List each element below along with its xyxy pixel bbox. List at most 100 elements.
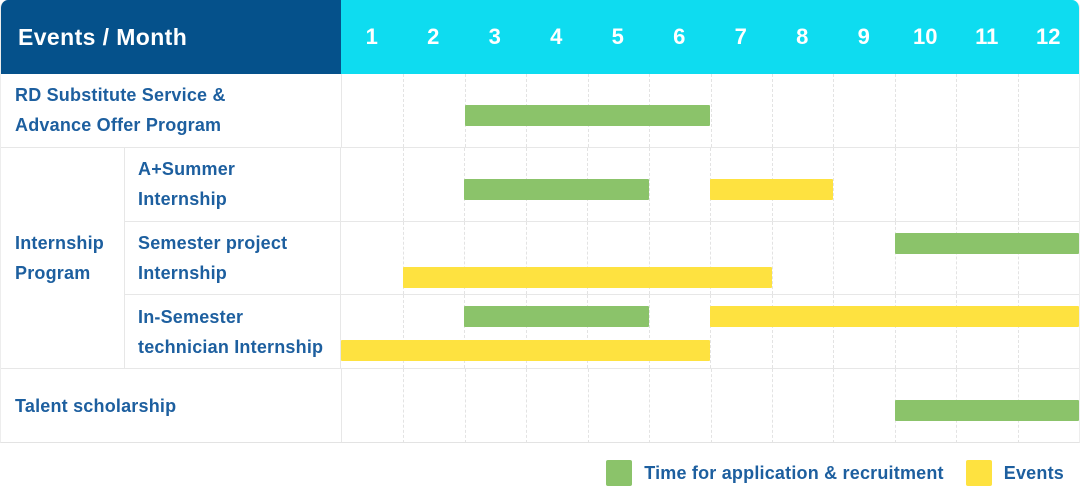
chart-cell-a-plus-summer <box>340 147 1079 221</box>
row-label-semester-project: Semester project Internship <box>125 222 340 295</box>
month-gridline <box>771 221 773 295</box>
table-header-row: Events / Month 1 2 3 4 5 6 7 8 9 10 11 12 <box>1 0 1079 74</box>
row-label-talent-scholarship: Talent scholarship <box>1 369 341 442</box>
chart-cell-semester-project <box>340 221 1079 295</box>
month-gridline <box>894 147 896 221</box>
month-gridline <box>1017 147 1019 221</box>
month-gridline <box>649 369 651 442</box>
month-gridline <box>1017 74 1019 147</box>
yellow-gantt-bar <box>710 306 1079 328</box>
schedule-table: Events / Month 1 2 3 4 5 6 7 8 9 10 11 12 RD Substi… <box>0 0 1080 443</box>
month-gridline <box>525 295 527 369</box>
month-gridline <box>587 369 589 442</box>
label-line: Semester project <box>138 232 288 253</box>
label-line: In-Semester <box>138 306 244 327</box>
green-gantt-bar <box>464 105 711 126</box>
month-gridline <box>771 74 773 147</box>
label-line: Talent scholarship <box>15 396 177 417</box>
row-label-a-plus-summer: A+Summer Internship <box>125 148 340 221</box>
month-gridline <box>710 221 711 295</box>
month-gridline <box>833 369 835 442</box>
label-line: technician Internship <box>138 336 324 357</box>
month-label: 9 <box>857 24 870 49</box>
month-gridline <box>956 147 957 221</box>
label-line: Internship <box>138 189 228 210</box>
month-gridline <box>833 74 835 147</box>
month-gridline <box>833 147 834 221</box>
green-gantt-bar <box>894 232 1079 254</box>
month-gridline <box>956 295 957 369</box>
month-header-strip: 1 2 3 4 5 6 7 8 9 10 11 12 <box>341 0 1079 74</box>
month-gridline <box>402 147 404 221</box>
legend-label-application-recruitment: Time for application & recruitment <box>644 462 944 483</box>
group-label-internship-program: Internship Program <box>1 147 125 369</box>
month-gridline <box>648 295 650 369</box>
chart-cell-in-semester-technician <box>340 295 1079 369</box>
row-talent-scholarship: Talent scholarship <box>1 369 1079 442</box>
month-label: 10 <box>913 24 938 49</box>
month-gridline <box>648 147 650 221</box>
label-line: RD Substitute Service & <box>15 85 226 106</box>
yellow-gantt-bar <box>341 340 710 362</box>
month-gridline <box>894 295 896 369</box>
header-title: Events / Month <box>1 0 341 74</box>
month-gridline <box>402 221 404 295</box>
yellow-gantt-bar <box>710 178 833 200</box>
green-gantt-bar <box>464 178 649 200</box>
month-label: 6 <box>673 24 686 49</box>
yellow-swatch-icon <box>965 460 992 486</box>
label-line: Advance Offer Program <box>15 115 222 136</box>
month-gridline <box>771 369 773 442</box>
month-label: 4 <box>550 24 563 49</box>
month-gridline <box>833 221 834 295</box>
month-gridline <box>464 221 465 295</box>
month-label: 11 <box>975 24 999 49</box>
month-gridline <box>833 295 834 369</box>
month-label: 8 <box>796 24 809 49</box>
month-gridline <box>464 369 466 442</box>
month-gridline <box>894 74 896 147</box>
month-gridline <box>1017 295 1019 369</box>
month-gridline <box>525 221 527 295</box>
row-rd-substitute: RD Substitute Service & Advance Offer Pro… <box>1 74 1079 148</box>
month-gridline <box>956 221 957 295</box>
month-gridline <box>710 369 712 442</box>
row-label-in-semester-technician: In-Semester technician Internship <box>125 295 340 368</box>
yellow-gantt-bar <box>402 266 772 288</box>
month-gridline <box>894 221 896 295</box>
month-gridline <box>587 221 588 295</box>
month-label: 2 <box>427 24 440 49</box>
month-gridline <box>710 74 712 147</box>
month-gridline <box>1017 221 1019 295</box>
green-swatch-icon <box>606 460 633 486</box>
month-label: 1 <box>365 24 378 49</box>
row-a-plus-summer: A+Summer Internship <box>125 147 1079 222</box>
label-line: A+Summer <box>138 159 236 180</box>
legend-label-events: Events <box>1003 462 1064 483</box>
group-internship-program: Internship Program A+Summer Internship Sem… <box>1 147 1079 370</box>
month-gridline <box>402 295 404 369</box>
label-line: Program <box>15 262 91 283</box>
row-semester-project: Semester project Internship <box>125 221 1079 296</box>
month-gridline <box>648 221 650 295</box>
month-label: 3 <box>488 24 501 49</box>
month-gridline <box>403 74 405 147</box>
month-gridline <box>587 295 588 369</box>
month-label: 5 <box>611 24 624 49</box>
month-gridline <box>710 295 711 369</box>
legend: Time for application & recruitment Event… <box>606 457 1064 489</box>
legend-item-events: Events <box>965 460 1064 486</box>
row-label-rd-substitute: RD Substitute Service & Advance Offer Pro… <box>1 74 341 147</box>
label-line: Internship <box>138 262 228 283</box>
row-in-semester-technician: In-Semester technician Internship <box>125 295 1079 369</box>
month-gridline <box>771 295 773 369</box>
label-line: Internship <box>15 232 105 253</box>
month-gridline <box>403 369 405 442</box>
month-label: 12 <box>1036 24 1061 49</box>
legend-item-application-recruitment: Time for application & recruitment <box>606 460 944 486</box>
month-gridline <box>464 295 465 369</box>
green-gantt-bar <box>464 306 649 328</box>
group-subrows: A+Summer Internship Semester project Inter… <box>125 147 1079 369</box>
chart-cell-talent-scholarship <box>341 369 1079 442</box>
